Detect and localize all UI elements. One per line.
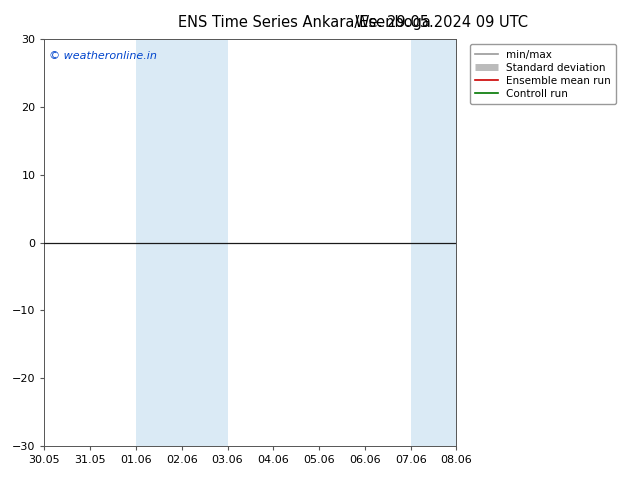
- Legend: min/max, Standard deviation, Ensemble mean run, Controll run: min/max, Standard deviation, Ensemble me…: [470, 45, 616, 104]
- Text: ENS Time Series Ankara/Esenboga: ENS Time Series Ankara/Esenboga: [178, 15, 430, 30]
- Bar: [136, 39, 228, 446]
- Bar: [411, 39, 456, 446]
- Text: © weatheronline.in: © weatheronline.in: [48, 51, 157, 61]
- Text: We. 29.05.2024 09 UTC: We. 29.05.2024 09 UTC: [355, 15, 528, 30]
